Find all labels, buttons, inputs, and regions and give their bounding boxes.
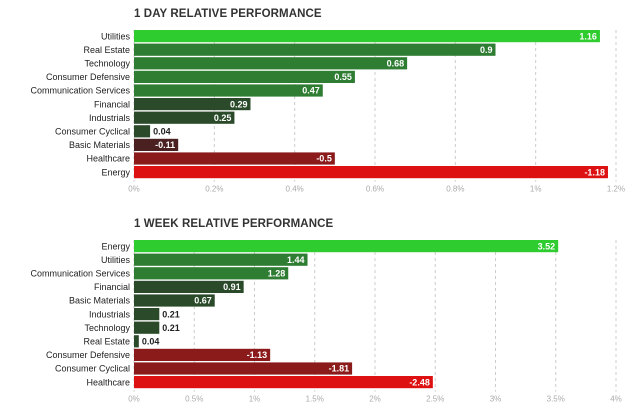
week-bar [134, 308, 160, 321]
week-value-label: 1.44 [287, 255, 305, 265]
week-category-label: Real Estate [83, 337, 130, 347]
day-value-label: 0.47 [302, 86, 320, 96]
week-category-label: Financial [94, 282, 130, 292]
day-bar [134, 84, 323, 97]
day-value-label: 0.04 [153, 127, 171, 137]
day-category-label: Technology [84, 59, 130, 69]
day-x-tick-label: 0% [128, 185, 140, 194]
week-category-label: Consumer Defensive [46, 350, 130, 360]
day-chart-title: 1 DAY RELATIVE PERFORMANCE [134, 8, 322, 20]
day-x-tick-label: 0.2% [205, 185, 223, 194]
week-value-label: -1.81 [329, 364, 350, 374]
day-x-tick-label: 0.4% [286, 185, 304, 194]
week-x-tick-label: 2% [369, 395, 381, 404]
week-performance-chart: 0% 0.5% 1% 1.5% 2% 2.5% 3% 3.5% 4% Energy 3.52 Util… [30, 240, 622, 404]
week-value-label: 0.67 [194, 296, 212, 306]
day-performance-chart: 0% 0.2% 0.4% 0.6% 0.8% 1% 1.2% Utilities 1.16 Rea… [30, 30, 625, 194]
week-category-label: Utilities [101, 255, 131, 265]
day-x-tick-label: 1% [530, 185, 542, 194]
day-category-label: Industrials [89, 113, 131, 123]
week-category-label: Energy [101, 241, 130, 251]
week-category-label: Communication Services [30, 269, 130, 279]
week-x-tick-label: 0% [128, 395, 140, 404]
week-value-label: 3.52 [538, 241, 556, 251]
week-x-tick-label: 1.5% [306, 395, 324, 404]
day-category-label: Communication Services [30, 86, 130, 96]
week-bar [134, 267, 289, 280]
day-bar [134, 70, 355, 83]
week-category-label: Basic Materials [69, 296, 131, 306]
week-x-tick-label: 2.5% [426, 395, 444, 404]
week-category-label: Healthcare [86, 377, 130, 387]
week-value-label: 0.21 [162, 323, 180, 333]
day-bar [134, 98, 251, 111]
day-category-label: Financial [94, 99, 130, 109]
week-x-tick-label: 0.5% [185, 395, 203, 404]
week-value-label: 1.28 [268, 269, 286, 279]
day-category-label: Basic Materials [69, 140, 131, 150]
week-chart-title: 1 WEEK RELATIVE PERFORMANCE [134, 218, 334, 230]
week-bar [134, 362, 353, 375]
week-category-label: Technology [84, 323, 130, 333]
week-value-label: 0.91 [223, 282, 241, 292]
day-value-label: 0.68 [387, 59, 405, 69]
day-value-label: 0.9 [480, 45, 493, 55]
week-x-tick-label: 1% [249, 395, 261, 404]
week-bar [134, 294, 215, 307]
week-bar [134, 376, 433, 389]
week-bar [134, 240, 559, 253]
week-value-label: -1.13 [247, 350, 268, 360]
day-bar [134, 166, 608, 179]
week-x-tick-label: 3.5% [547, 395, 565, 404]
day-bar [134, 125, 151, 138]
week-value-label: 0.04 [142, 337, 160, 347]
day-category-label: Healthcare [86, 154, 130, 164]
week-bar [134, 280, 244, 293]
day-value-label: -0.11 [155, 140, 175, 150]
week-bar [134, 321, 160, 334]
day-category-label: Real Estate [83, 45, 130, 55]
day-category-label: Consumer Defensive [46, 72, 130, 82]
week-bar [134, 335, 139, 348]
day-category-label: Utilities [101, 31, 131, 41]
day-bar [134, 138, 179, 151]
day-value-label: -1.18 [584, 167, 605, 177]
day-value-label: 1.16 [579, 31, 597, 41]
day-x-tick-label: 1.2% [607, 185, 625, 194]
week-x-tick-label: 4% [610, 395, 622, 404]
week-bar [134, 253, 308, 266]
day-bar [134, 57, 408, 70]
week-value-label: 0.21 [162, 309, 180, 319]
day-category-label: Energy [101, 167, 130, 177]
day-bar [134, 43, 496, 56]
week-category-label: Industrials [89, 309, 131, 319]
day-bar [134, 152, 335, 165]
day-value-label: 0.29 [230, 99, 248, 109]
day-bar [134, 30, 600, 43]
day-category-label: Consumer Cyclical [55, 127, 130, 137]
day-bar [134, 111, 235, 124]
week-category-label: Consumer Cyclical [55, 364, 130, 374]
day-value-label: -0.5 [316, 154, 332, 164]
day-value-label: 0.25 [214, 113, 232, 123]
day-x-tick-label: 0.8% [446, 185, 464, 194]
week-x-tick-label: 3% [490, 395, 502, 404]
week-bar [134, 348, 271, 361]
day-x-tick-label: 0.6% [366, 185, 384, 194]
week-value-label: -2.48 [409, 377, 430, 387]
day-value-label: 0.55 [334, 72, 352, 82]
